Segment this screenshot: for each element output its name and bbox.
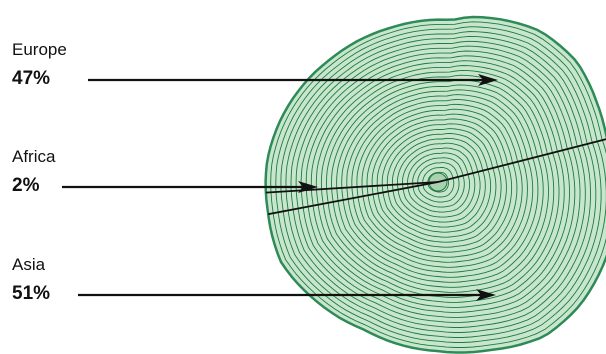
- growth-ring: [396, 142, 481, 223]
- growth-ring: [336, 84, 544, 283]
- growth-ring: [351, 99, 528, 268]
- callout-arrows: [62, 74, 498, 301]
- growth-ring: [315, 65, 565, 303]
- growth-ring: [341, 89, 539, 278]
- growth-ring: [412, 157, 465, 208]
- growth-ring: [381, 128, 497, 238]
- tree-trunk-cross-section: [264, 15, 606, 354]
- slice-label-asia: Asia: [12, 255, 46, 274]
- arrow-europe: [88, 74, 498, 86]
- slice-value-asia: 51%: [12, 283, 51, 304]
- growth-ring: [366, 113, 513, 253]
- slice-label-africa: Africa: [12, 147, 56, 166]
- slice-divider: [265, 181, 439, 217]
- arrow-africa: [62, 181, 318, 193]
- growth-ring: [407, 152, 471, 213]
- slice-dividers: [265, 136, 606, 217]
- growth-ring: [376, 123, 502, 243]
- growth-ring: [402, 147, 476, 218]
- growth-ring: [295, 45, 586, 323]
- growth-ring: [371, 118, 507, 248]
- growth-ring: [300, 50, 581, 318]
- growth-ring: [417, 162, 460, 203]
- bark-outline: [264, 15, 606, 354]
- slice-value-africa: 2%: [12, 175, 40, 196]
- growth-ring: [305, 55, 576, 313]
- slice-label-europe: Europe: [12, 40, 67, 59]
- arrow-asia: [78, 289, 496, 301]
- growth-ring: [310, 60, 570, 308]
- growth-ring: [346, 94, 534, 273]
- growth-ring: [326, 74, 555, 293]
- growth-ring: [386, 133, 492, 233]
- slice-value-europe: 47%: [12, 68, 51, 89]
- growth-ring: [290, 40, 591, 328]
- slice-divider: [437, 136, 606, 183]
- growth-ring: [270, 21, 606, 348]
- growth-ring: [320, 69, 560, 298]
- growth-rings: [270, 21, 606, 348]
- growth-ring: [280, 31, 602, 338]
- growth-ring: [427, 171, 449, 193]
- growth-ring: [356, 103, 523, 263]
- growth-ring: [285, 35, 597, 333]
- growth-ring: [361, 108, 518, 258]
- growth-ring: [422, 166, 455, 198]
- growth-ring: [331, 79, 549, 288]
- slice-divider: [265, 181, 439, 194]
- growth-ring: [391, 137, 486, 228]
